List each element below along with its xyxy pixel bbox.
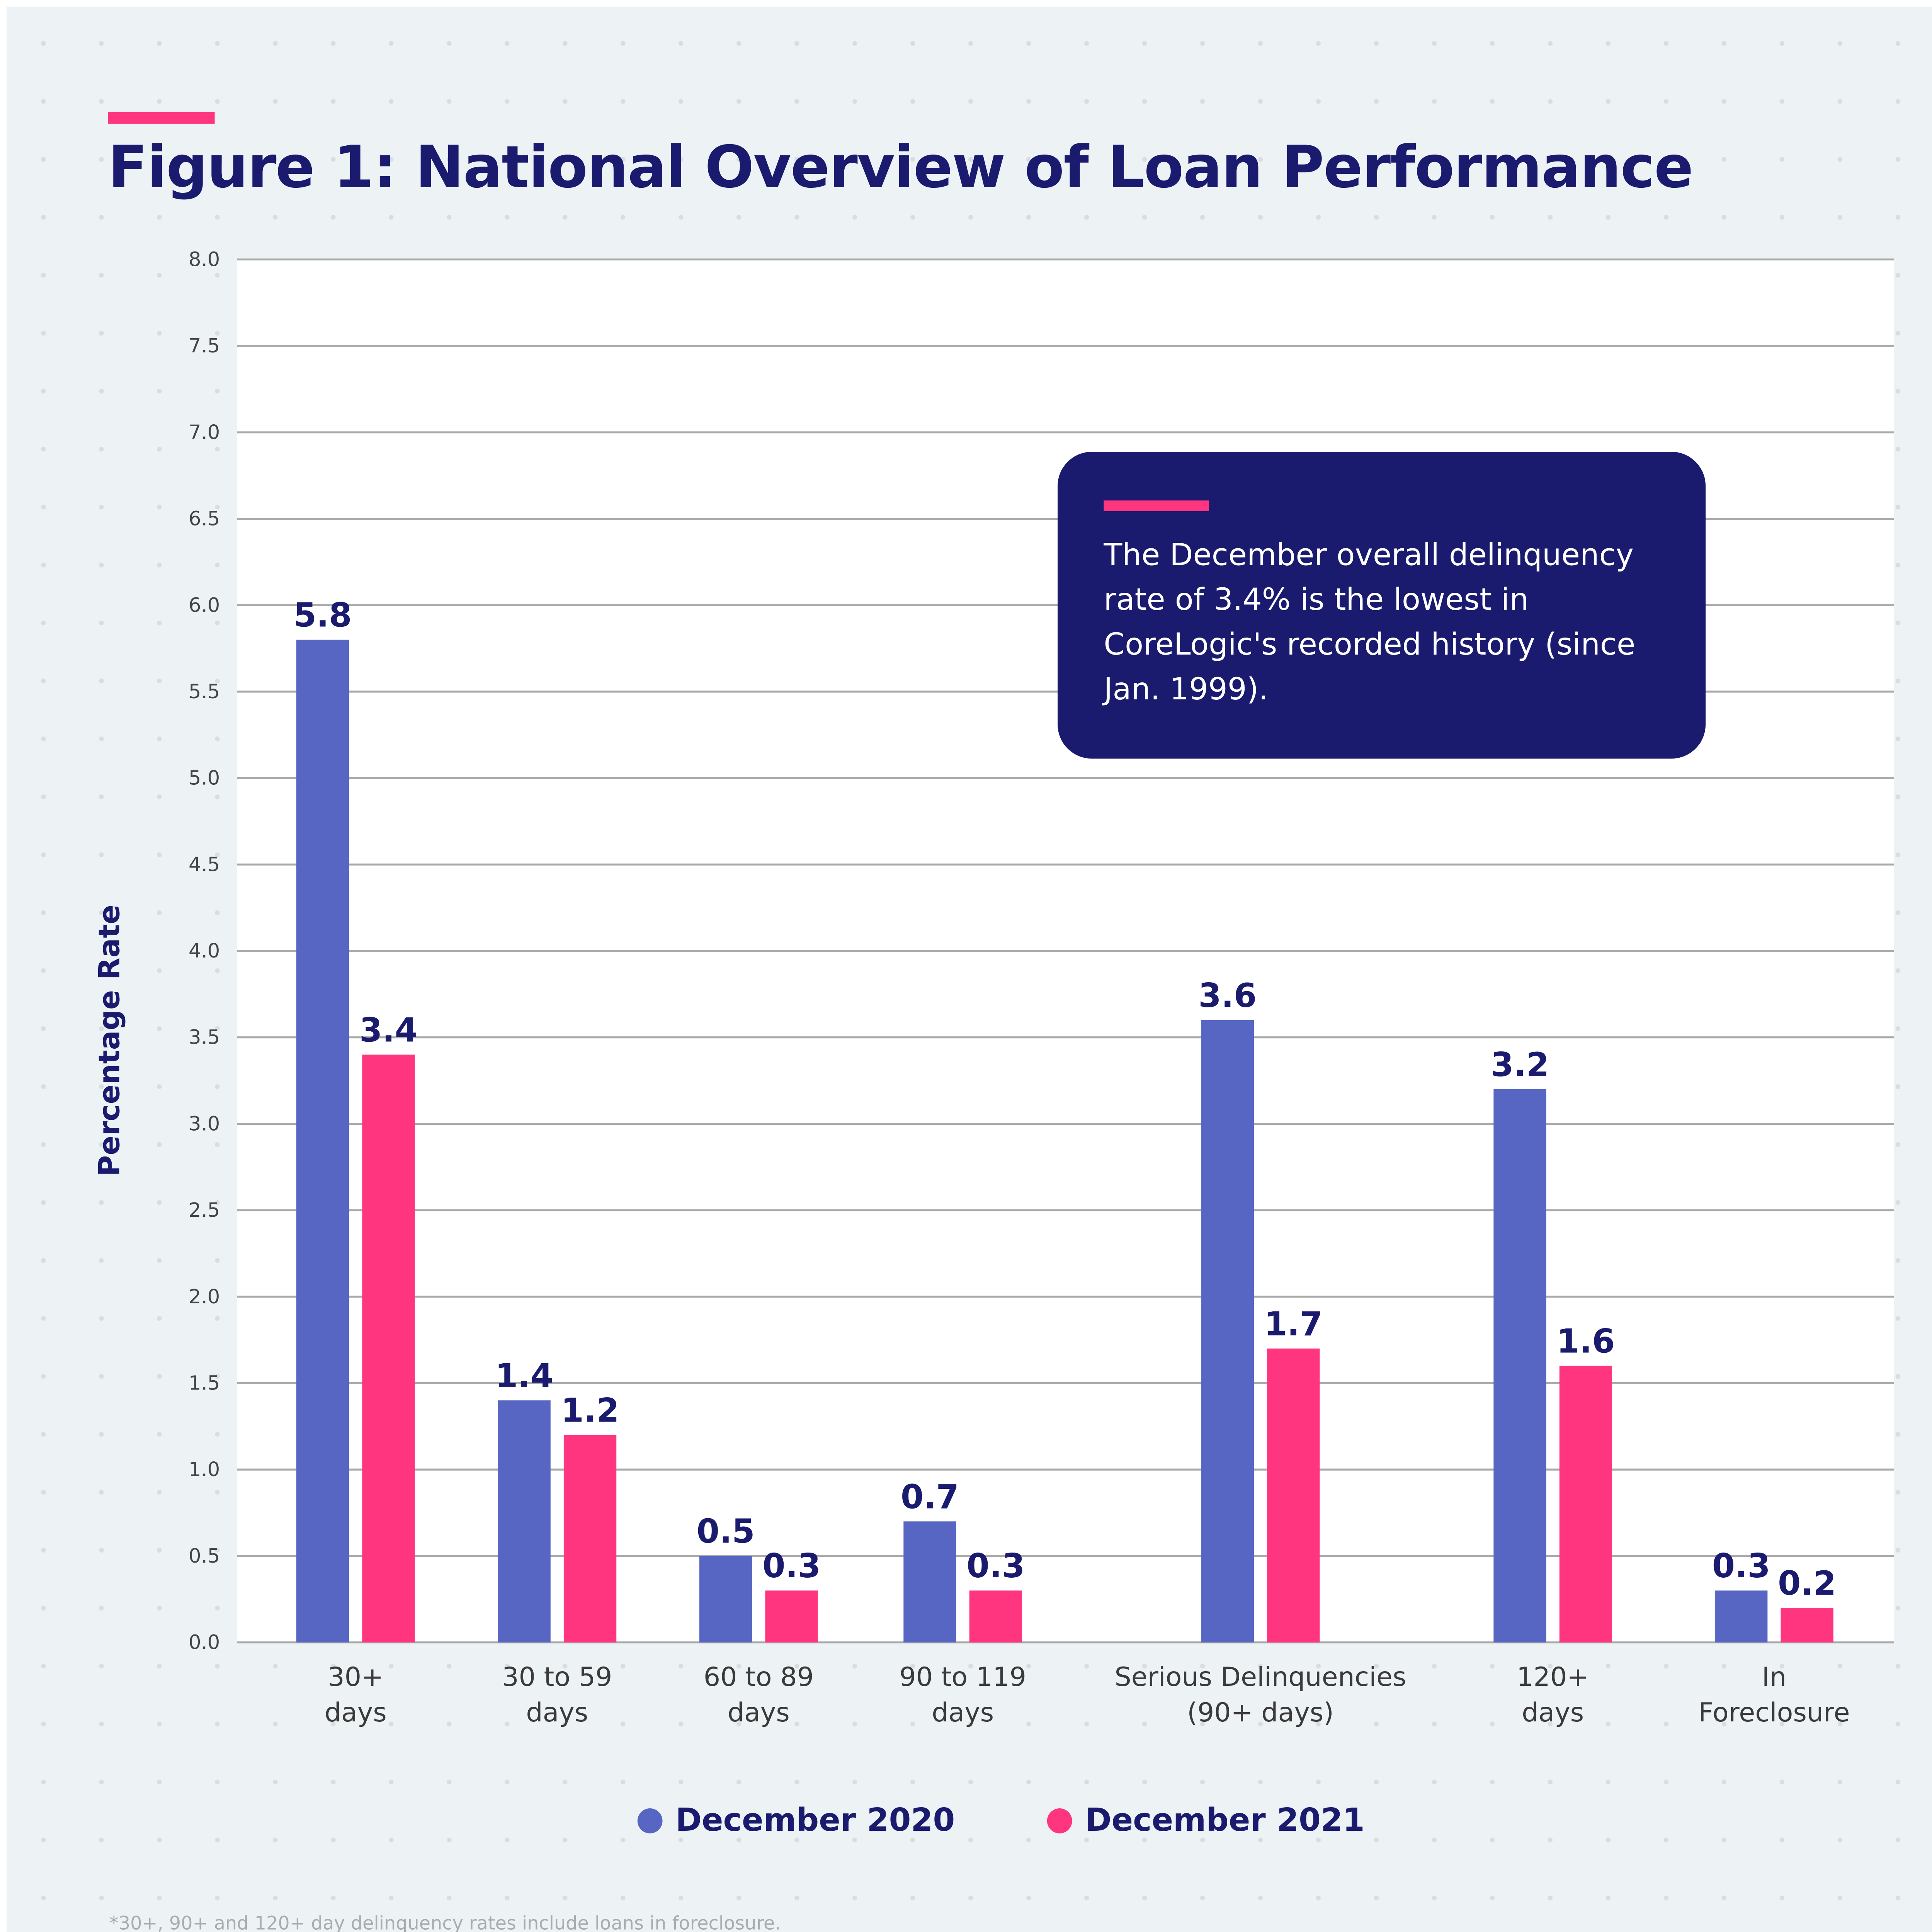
bar: [699, 1556, 752, 1643]
x-category-label: 90 to 119: [899, 1662, 1026, 1692]
bar-value-label: 1.4: [495, 1357, 553, 1395]
y-tick-label: 2.0: [189, 1286, 220, 1308]
bar: [765, 1590, 818, 1643]
figure-title: Figure 1: National Overview of Loan Perf…: [108, 134, 1694, 202]
bar: [1559, 1366, 1612, 1643]
x-category-label: Foreclosure: [1698, 1697, 1850, 1728]
y-tick-label: 6.0: [189, 594, 220, 617]
x-category-label: In: [1762, 1662, 1786, 1692]
y-tick-label: 4.5: [189, 853, 220, 876]
bar-value-label: 3.2: [1491, 1046, 1549, 1084]
y-tick-label: 2.5: [189, 1199, 220, 1222]
y-tick-label: 7.0: [189, 421, 220, 444]
bar-value-label: 0.7: [901, 1478, 959, 1516]
bar-value-label: 1.2: [561, 1392, 619, 1430]
y-tick-label: 4.0: [189, 940, 220, 963]
y-tick-label: 1.5: [189, 1372, 220, 1395]
bar-value-label: 3.4: [359, 1011, 418, 1049]
bar-value-label: 5.8: [294, 597, 352, 635]
bar: [1714, 1590, 1768, 1643]
callout-accent-bar: [1104, 500, 1209, 511]
y-tick-label: 6.5: [189, 508, 220, 531]
bar: [969, 1590, 1022, 1643]
legend: December 2020 December 2021: [0, 1802, 1932, 1838]
bar: [903, 1521, 956, 1643]
bar-value-label: 1.6: [1556, 1323, 1615, 1361]
x-category-label: (90+ days): [1187, 1697, 1334, 1728]
y-tick-label: 7.5: [189, 335, 220, 357]
x-category-label: 60 to 89: [704, 1662, 814, 1692]
bar-value-label: 0.5: [697, 1513, 755, 1551]
callout-box: The December overall delinquency rate of…: [1058, 452, 1706, 759]
bar: [362, 1054, 415, 1643]
x-category-label: Serious Delinquencies: [1114, 1662, 1406, 1692]
bar-value-label: 3.6: [1198, 977, 1257, 1015]
y-tick-label: 8.0: [189, 248, 220, 271]
bar-value-label: 0.2: [1778, 1565, 1836, 1603]
y-tick-label: 5.0: [189, 767, 220, 790]
x-category-label: 30 to 59: [502, 1662, 612, 1692]
bar: [498, 1400, 551, 1643]
callout-text: The December overall delinquency rate of…: [1104, 539, 1636, 707]
title-accent-bar: [108, 112, 215, 124]
footnote: *30+, 90+ and 120+ day delinquency rates…: [109, 1913, 781, 1932]
x-category-label: days: [325, 1697, 387, 1728]
x-category-label: days: [526, 1697, 588, 1728]
y-tick-label: 5.5: [189, 680, 220, 703]
bar: [1267, 1348, 1320, 1643]
y-tick-label: 1.0: [189, 1458, 220, 1481]
bar-value-label: 0.3: [762, 1547, 821, 1585]
bar: [563, 1435, 617, 1643]
bar-value-label: 0.3: [966, 1547, 1025, 1585]
legend-swatch-2020: [637, 1808, 662, 1833]
bar: [296, 639, 349, 1643]
legend-label-2021: December 2021: [1085, 1801, 1365, 1839]
y-tick-label: 0.5: [189, 1545, 220, 1568]
x-category-label: days: [932, 1697, 994, 1728]
legend-swatch-2021: [1047, 1808, 1072, 1833]
x-category-label: days: [728, 1697, 790, 1728]
legend-item-december-2021[interactable]: December 2021: [1047, 1802, 1365, 1838]
y-tick-label: 3.5: [189, 1026, 220, 1049]
bar: [1493, 1089, 1546, 1643]
bar-value-label: 0.3: [1712, 1547, 1770, 1585]
y-axis-label: Percentage Rate: [94, 904, 127, 1177]
y-tick-label: 3.0: [189, 1112, 220, 1135]
x-category-label: days: [1522, 1697, 1584, 1728]
bar: [1201, 1020, 1254, 1643]
legend-label-2020: December 2020: [675, 1801, 955, 1839]
bar: [1781, 1608, 1833, 1643]
x-category-label: 30+: [328, 1662, 383, 1692]
legend-item-december-2020[interactable]: December 2020: [637, 1802, 955, 1838]
y-tick-label: 0.0: [189, 1631, 220, 1654]
bar-value-label: 1.7: [1264, 1305, 1323, 1344]
x-category-label: 120+: [1517, 1662, 1589, 1692]
